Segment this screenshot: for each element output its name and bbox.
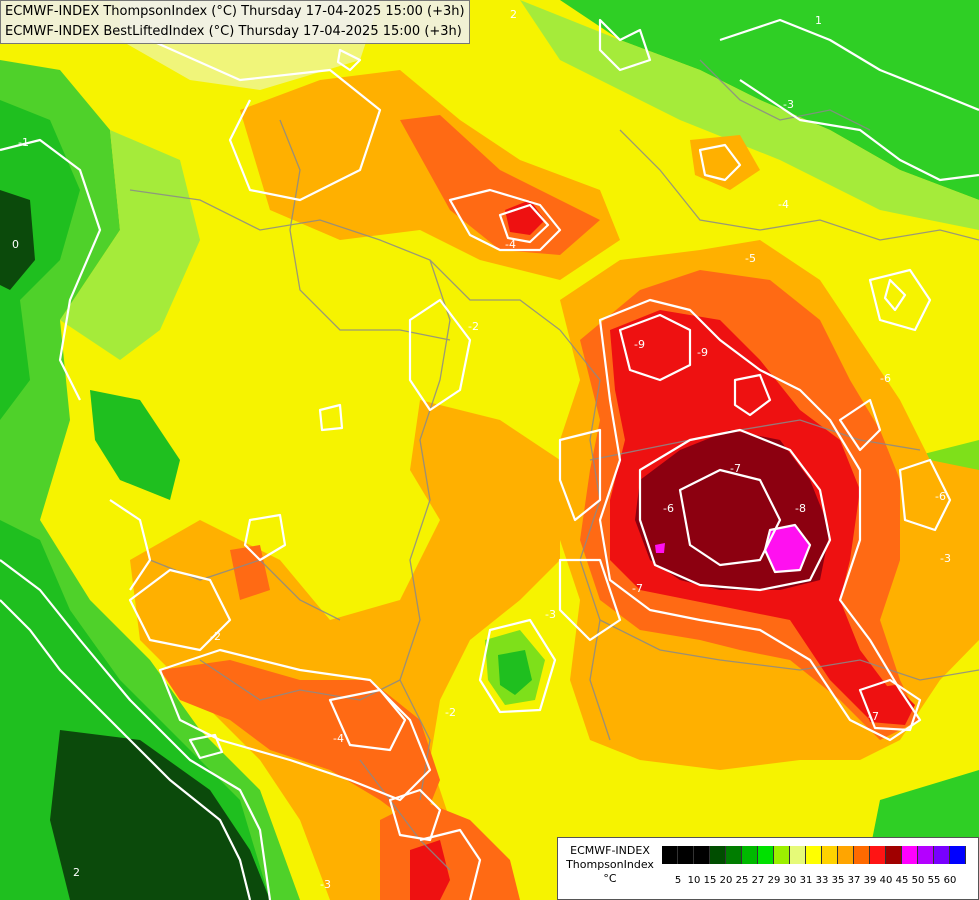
legend-tick-label: 60	[943, 875, 957, 886]
legend-swatch	[774, 846, 790, 864]
contour-label: -3	[320, 878, 331, 891]
legend-tick-label: 37	[847, 875, 861, 886]
orange-region-southwest	[130, 400, 560, 900]
country-borders	[129, 59, 979, 871]
contour-label: -5	[745, 252, 756, 265]
contour-label: -8	[795, 502, 806, 515]
legend-title-block: ECMWF-INDEX ThompsonIndex °C	[560, 844, 660, 886]
legend-title: ECMWF-INDEX	[570, 844, 650, 857]
legend-tick-label: 31	[799, 875, 813, 886]
contour-label: -7	[730, 462, 741, 475]
red-spot-north	[505, 200, 545, 235]
red-spot-south	[410, 840, 450, 900]
legend-tick-spacer	[662, 875, 670, 886]
contour-label: -7	[868, 710, 879, 723]
green-region-west-inner	[0, 100, 80, 420]
legend-tick-label: 50	[911, 875, 925, 886]
legend-ticks: 5 10 15 20 25 27 29 30 31 33 35 37 39 40 45 50 55 60	[662, 875, 958, 886]
legend-subtitle: ThompsonIndex	[566, 858, 654, 871]
redorange-region-north	[400, 115, 600, 255]
header-line-thompson: ECMWF-INDEX ThompsonIndex (°C) Thursday …	[5, 4, 465, 19]
contour-label: -3	[783, 98, 794, 111]
legend-unit: °C	[603, 872, 617, 885]
legend-swatch	[902, 846, 918, 864]
legend-swatch	[758, 846, 774, 864]
legend-tick-label: 40	[879, 875, 893, 886]
green-blob-south-inner	[498, 650, 532, 695]
legend-swatch	[854, 846, 870, 864]
contour-label: -9	[697, 346, 708, 359]
legend-swatch	[918, 846, 934, 864]
legend-swatch	[694, 846, 710, 864]
legend-swatch	[742, 846, 758, 864]
contour-label: 1	[815, 14, 822, 27]
legend-swatch	[870, 846, 886, 864]
legend-swatch	[806, 846, 822, 864]
contour-label: -6	[663, 502, 674, 515]
contour-label: -2	[468, 320, 479, 333]
legend-tick-label: 35	[831, 875, 845, 886]
legend-tick-label: 33	[815, 875, 829, 886]
magenta-spot-small	[655, 543, 665, 553]
legend-tick-label: 27	[751, 875, 765, 886]
legend-swatch	[662, 846, 678, 864]
green-blob-west	[90, 390, 180, 500]
contour-label: -2	[445, 706, 456, 719]
legend-tick-label: 10	[687, 875, 701, 886]
contour-label: -4	[778, 198, 789, 211]
red-spot-southeast	[860, 685, 915, 725]
legend-swatch	[950, 846, 966, 864]
contour-label: -4	[505, 238, 516, 251]
lightgreen-fringe-west	[60, 130, 200, 360]
legend-swatch	[710, 846, 726, 864]
contour-label: 2	[73, 866, 80, 879]
contour-label: -6	[880, 372, 891, 385]
legend-tick-label: 39	[863, 875, 877, 886]
darkgreen-region-west	[0, 190, 35, 290]
contour-label: -9	[634, 338, 645, 351]
contour-label: -3	[940, 552, 951, 565]
legend-swatch	[726, 846, 742, 864]
contour-labels: 2 -1 0 1 -3 -4 -4 -5 -6 -9 -9 -7 -6 -8 -…	[12, 8, 951, 891]
legend-tick-label: 29	[767, 875, 781, 886]
legend-tick-label: 20	[719, 875, 733, 886]
contour-label: -2	[210, 630, 221, 643]
contour-label: 2	[510, 8, 517, 21]
legend-swatch	[790, 846, 806, 864]
legend-tick-label: 25	[735, 875, 749, 886]
header-line-bestlifted: ECMWF-INDEX BestLiftedIndex (°C) Thursda…	[5, 24, 462, 39]
legend-tick-label: 45	[895, 875, 909, 886]
contour-label: -1	[18, 136, 29, 149]
lifted-index-isolines	[0, 18, 979, 900]
legend-tick-label: 55	[927, 875, 941, 886]
contour-label: -3	[545, 608, 556, 621]
legend-swatches	[662, 846, 966, 864]
legend-tick-label: 30	[783, 875, 797, 886]
map-header: ECMWF-INDEX ThompsonIndex (°C) Thursday …	[0, 0, 470, 44]
lightgreen-fringe-northeast	[520, 0, 979, 230]
darkgreen-region-southwest	[50, 730, 270, 900]
legend-swatch	[838, 846, 854, 864]
legend-swatch	[886, 846, 902, 864]
legend-swatch	[678, 846, 694, 864]
color-legend: ECMWF-INDEX ThompsonIndex °C 5 10 15 20 25 27…	[557, 837, 979, 900]
magenta-spot-central	[765, 525, 810, 572]
legend-swatch	[934, 846, 950, 864]
contour-label: -7	[632, 582, 643, 595]
contour-label: -6	[935, 490, 946, 503]
legend-tick-label: 5	[674, 875, 682, 886]
legend-swatch	[822, 846, 838, 864]
contour-label: 0	[12, 238, 19, 251]
contour-label: -4	[333, 732, 344, 745]
legend-tick-label: 15	[703, 875, 717, 886]
